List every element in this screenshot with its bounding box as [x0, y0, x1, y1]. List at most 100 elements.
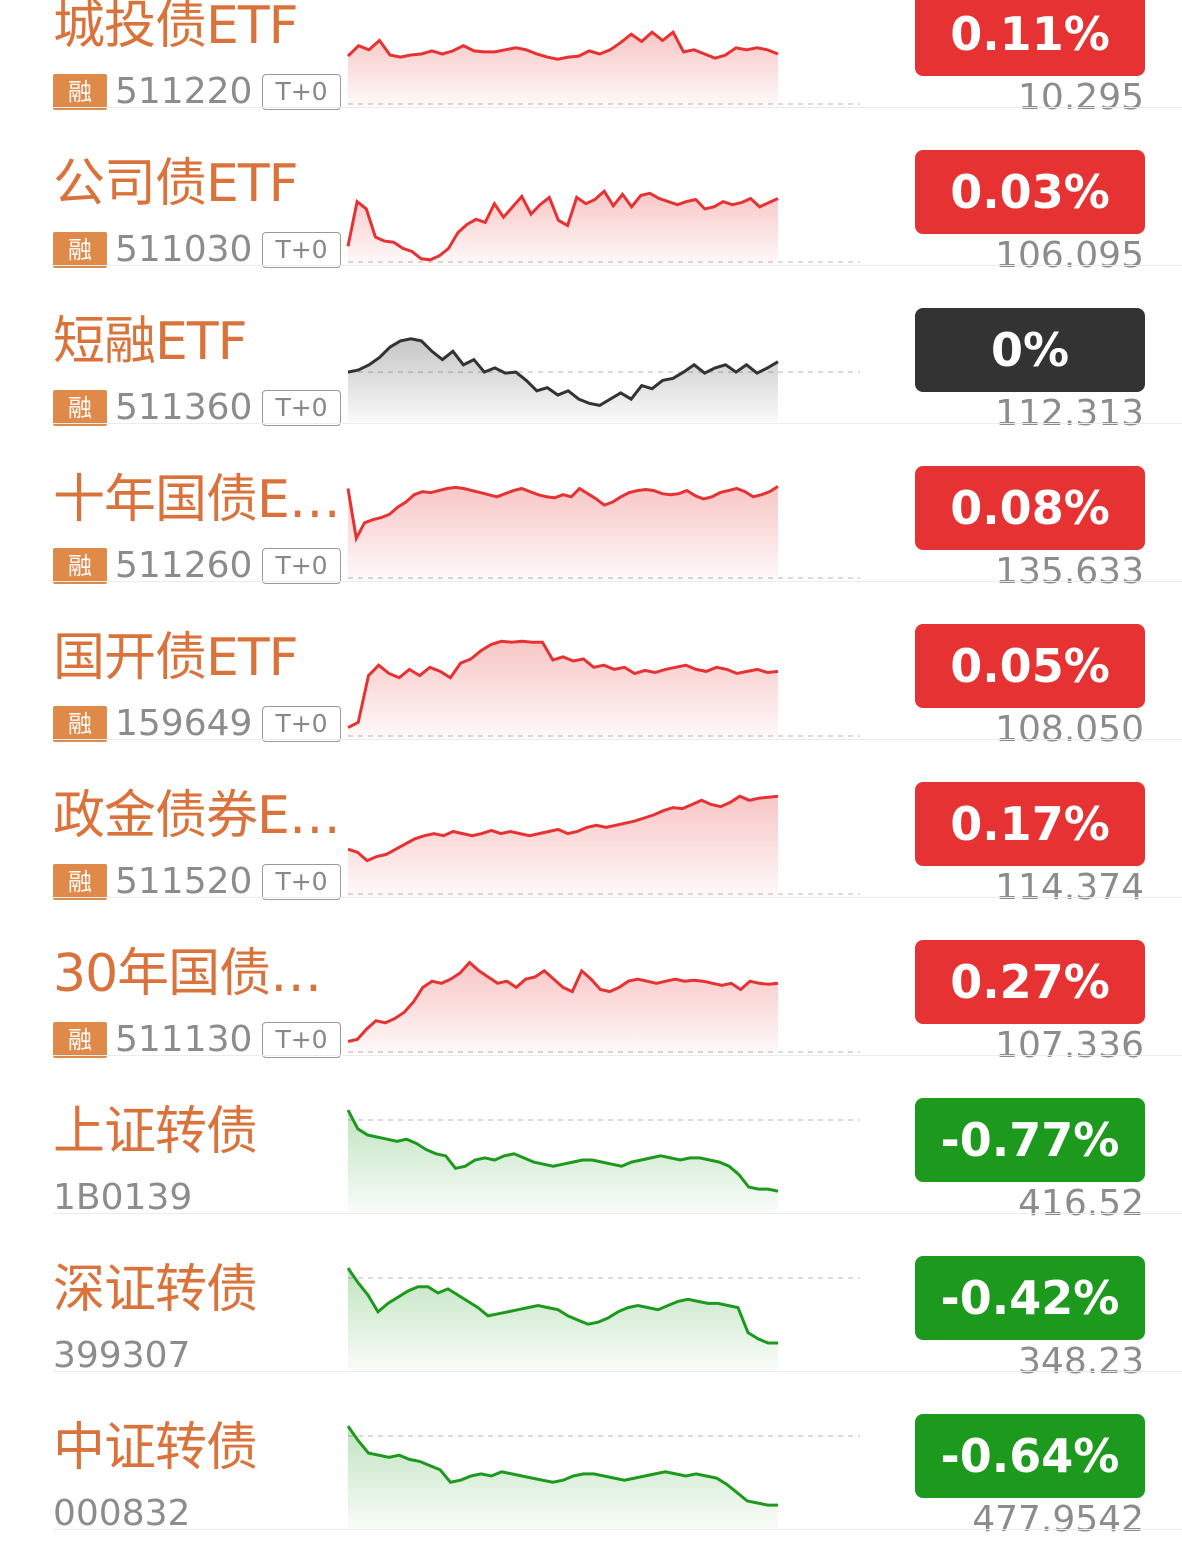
- margin-badge: 融: [53, 706, 107, 742]
- sparkline-line: [347, 794, 779, 863]
- change-badge: 0.08%: [915, 466, 1145, 550]
- sparkline-chart: [346, 1425, 860, 1528]
- fund-name: 深证转债: [53, 1260, 258, 1320]
- t0-badge: T+0: [262, 232, 341, 268]
- sparkline-line: [346, 1267, 778, 1345]
- t0-badge: T+0: [262, 706, 341, 742]
- sparkline-area: [348, 1426, 778, 1528]
- list-item[interactable]: 政金债券ETF 融 511520 T+0 0.17% 114.374: [0, 740, 1182, 908]
- fund-code: 511220: [115, 71, 253, 112]
- price-value: 108.050: [995, 709, 1144, 750]
- change-badge: 0%: [915, 308, 1145, 392]
- change-badge: 0.17%: [915, 782, 1145, 866]
- sparkline-chart: [347, 639, 860, 738]
- fund-meta: 1B0139: [53, 1178, 202, 1218]
- sparkline-chart: [346, 1267, 860, 1370]
- fund-code: 511520: [115, 861, 253, 902]
- divider: [53, 1055, 1182, 1056]
- fund-code: 159649: [115, 703, 253, 744]
- sparkline-line: [346, 1109, 779, 1193]
- sparkline-line: [346, 29, 779, 61]
- sparkline-chart: [347, 960, 860, 1054]
- list-item[interactable]: 中证转债 000832 -0.64% 477.9542: [0, 1372, 1182, 1540]
- margin-badge: 融: [53, 1022, 107, 1058]
- sparkline-line: [347, 960, 779, 1043]
- fund-name: 短融ETF: [53, 312, 248, 372]
- list-item[interactable]: 短融ETF 融 511360 T+0 0% 112.313: [0, 266, 1182, 434]
- divider: [53, 1529, 1182, 1530]
- margin-badge: 融: [53, 390, 107, 426]
- divider: [53, 581, 1182, 582]
- change-badge: 0.11%: [915, 0, 1145, 76]
- margin-badge: 融: [53, 74, 107, 110]
- list-item[interactable]: 30年国债ET... 融 511130 T+0 0.27% 107.336: [0, 898, 1182, 1066]
- t0-badge: T+0: [262, 548, 341, 584]
- sparkline-area: [348, 486, 778, 580]
- fund-meta: 融 511030 T+0: [53, 230, 341, 270]
- price-value: 107.336: [995, 1025, 1144, 1066]
- sparkline-area: [348, 338, 778, 422]
- fund-name: 政金债券ETF: [53, 786, 343, 846]
- fund-code: 000832: [53, 1493, 191, 1534]
- sparkline-chart: [346, 1109, 860, 1212]
- sparkline-chart: [346, 188, 860, 264]
- fund-meta: 融 511360 T+0: [53, 388, 341, 428]
- price-value: 135.633: [995, 551, 1144, 592]
- fund-name: 公司债ETF: [53, 154, 299, 214]
- t0-badge: T+0: [262, 390, 341, 426]
- divider: [53, 739, 1182, 740]
- sparkline-area: [348, 1268, 778, 1370]
- change-badge: -0.77%: [915, 1098, 1145, 1182]
- t0-badge: T+0: [262, 1022, 341, 1058]
- sparkline-chart: [346, 29, 860, 107]
- divider: [53, 897, 1182, 898]
- fund-name: 上证转债: [53, 1102, 258, 1162]
- sparkline-line: [346, 188, 779, 262]
- fund-name: 30年国债ET...: [53, 944, 343, 1004]
- fund-meta: 融 511220 T+0: [53, 72, 341, 112]
- sparkline-area: [348, 641, 778, 738]
- change-badge: -0.64%: [915, 1414, 1145, 1498]
- sparkline-line: [347, 337, 779, 407]
- price-value: 348.23: [1018, 1341, 1144, 1382]
- sparkline-area: [348, 191, 778, 264]
- price-value: 106.095: [995, 235, 1144, 276]
- fund-name: 十年国债ETF: [53, 470, 343, 530]
- list-item[interactable]: 公司债ETF 融 511030 T+0 0.03% 106.095: [0, 108, 1182, 276]
- price-value: 10.295: [1018, 77, 1144, 118]
- sparkline-line: [346, 1425, 778, 1507]
- fund-meta: 融 511520 T+0: [53, 862, 341, 902]
- fund-code: 511260: [115, 545, 253, 586]
- fund-meta: 399307: [53, 1336, 200, 1376]
- fund-code: 511030: [115, 229, 253, 270]
- sparkline-area: [348, 962, 778, 1054]
- list-item[interactable]: 十年国债ETF 融 511260 T+0 0.08% 135.633: [0, 424, 1182, 592]
- margin-badge: 融: [53, 548, 107, 584]
- fund-meta: 融 511260 T+0: [53, 546, 341, 586]
- price-value: 112.313: [995, 393, 1144, 434]
- fund-name: 国开债ETF: [53, 628, 299, 688]
- fund-code: 1B0139: [53, 1177, 193, 1218]
- fund-code: 511360: [115, 387, 253, 428]
- price-value: 416.52: [1018, 1183, 1144, 1224]
- fund-meta: 融 511130 T+0: [53, 1020, 341, 1060]
- fund-code: 399307: [53, 1335, 191, 1376]
- sparkline-area: [348, 796, 778, 896]
- fund-name: 城投债ETF: [53, 0, 299, 56]
- list-item[interactable]: 城投债ETF 融 511220 T+0 0.11% 10.295: [0, 0, 1182, 118]
- list-item[interactable]: 上证转债 1B0139 -0.77% 416.52: [0, 1056, 1182, 1224]
- divider: [53, 1371, 1182, 1372]
- fund-code: 511130: [115, 1019, 253, 1060]
- fund-meta: 000832: [53, 1494, 200, 1534]
- list-item[interactable]: 深证转债 399307 -0.42% 348.23: [0, 1214, 1182, 1382]
- divider: [53, 423, 1182, 424]
- sparkline-chart: [347, 794, 860, 896]
- sparkline-area: [348, 1110, 778, 1212]
- change-badge: 0.05%: [915, 624, 1145, 708]
- price-value: 477.9542: [972, 1499, 1144, 1540]
- divider: [53, 107, 1182, 108]
- sparkline-area: [348, 32, 778, 107]
- t0-badge: T+0: [262, 864, 341, 900]
- price-value: 114.374: [995, 867, 1144, 908]
- list-item[interactable]: 国开债ETF 融 159649 T+0 0.05% 108.050: [0, 582, 1182, 750]
